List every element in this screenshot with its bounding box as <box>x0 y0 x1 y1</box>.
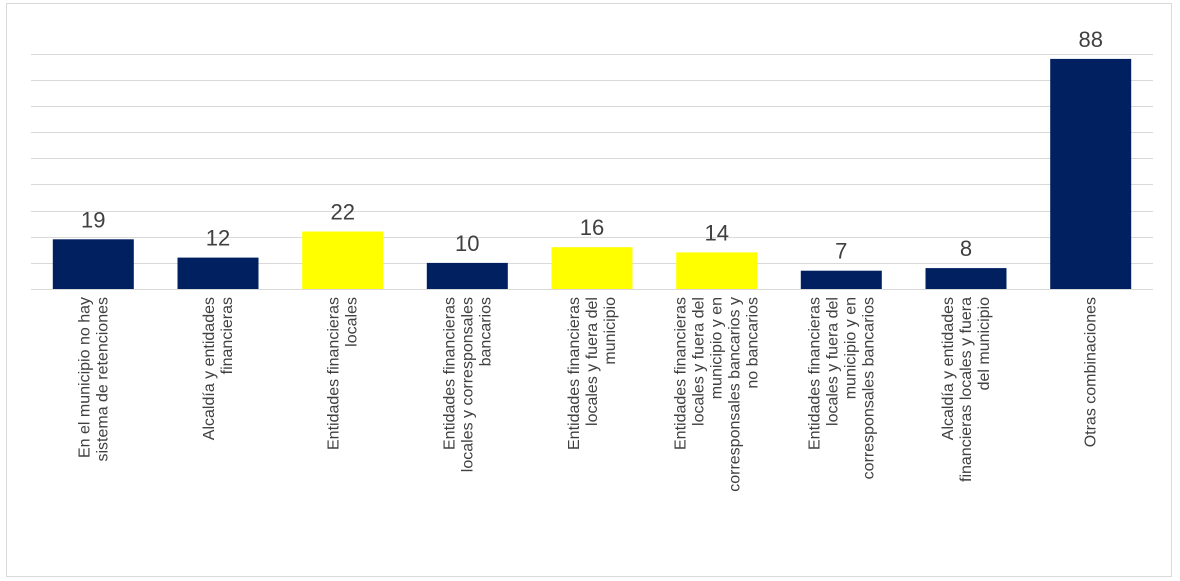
category-label-line: Entidades financieras <box>441 297 458 450</box>
category-label-line: no bancarios <box>745 297 762 389</box>
category-label: Entidades financieraslocales y correspon… <box>441 297 494 472</box>
data-label: 22 <box>330 200 354 225</box>
category-label-line: corresponsales bancarios <box>860 297 877 479</box>
category-label-line: Otras combinaciones <box>1083 297 1100 447</box>
bar <box>925 268 1007 289</box>
category-label: Entidades financieraslocales y fuera del… <box>566 297 619 450</box>
category-label-line: locales y fuera del <box>584 297 601 426</box>
bar <box>177 257 259 289</box>
category-label-line: bancarios <box>477 297 494 366</box>
category-label-line: municipio <box>602 297 619 365</box>
category-label-line: locales <box>344 297 361 347</box>
category-label: Entidades financieraslocales <box>326 297 361 450</box>
category-label-line: locales y fuera del <box>691 297 708 426</box>
bar <box>426 262 508 289</box>
category-label: Alcaldía y entidadesfinancieras <box>201 297 236 440</box>
category-label: Entidades financieraslocales y fuera del… <box>673 297 762 492</box>
category-label: En el municipio no haysistema de retenci… <box>76 297 111 462</box>
category-label-line: locales y corresponsales <box>459 297 476 472</box>
data-label: 7 <box>835 239 847 264</box>
category-label-line: En el municipio no hay <box>76 297 93 458</box>
category-label-line: financieras <box>219 297 236 374</box>
bar <box>1050 58 1132 290</box>
data-label: 14 <box>704 220 728 245</box>
category-label-line: Alcaldía y entidades <box>940 297 957 440</box>
category-label-line: Alcaldía y entidades <box>201 297 218 440</box>
category-label-line: corresponsales bancarios y <box>727 297 744 492</box>
bar <box>52 239 134 289</box>
data-label: 88 <box>1078 27 1102 52</box>
category-label-line: sistema de retenciones <box>94 297 111 462</box>
category-label: Otras combinaciones <box>1083 297 1100 447</box>
bar <box>676 252 758 289</box>
category-label: Alcaldía y entidadesfinancieras locales … <box>940 297 993 482</box>
data-label: 8 <box>960 236 972 261</box>
category-labels: En el municipio no haysistema de retenci… <box>76 297 1099 492</box>
data-label: 10 <box>455 231 479 256</box>
bar <box>302 231 384 289</box>
category-label-line: municipio y en <box>842 297 859 399</box>
category-label-line: municipio y en <box>709 297 726 399</box>
bar <box>551 247 633 289</box>
category-label-line: del municipio <box>976 297 993 390</box>
data-label: 12 <box>206 226 230 251</box>
category-label-line: locales y fuera del <box>824 297 841 426</box>
category-label-line: Entidades financieras <box>806 297 823 450</box>
data-label: 19 <box>81 207 105 232</box>
category-label-line: Entidades financieras <box>673 297 690 450</box>
category-label: Entidades financieraslocales y fuera del… <box>806 297 877 479</box>
bars <box>52 58 1132 290</box>
category-label-line: Entidades financieras <box>566 297 583 450</box>
category-label-line: financieras locales y fuera <box>958 297 975 482</box>
chart-frame: 19 12 22 10 16 14 7 8 88 En el municipio no hays… <box>6 3 1172 577</box>
category-label-line: Entidades financieras <box>326 297 343 450</box>
bar <box>800 270 882 289</box>
data-label: 16 <box>580 215 604 240</box>
